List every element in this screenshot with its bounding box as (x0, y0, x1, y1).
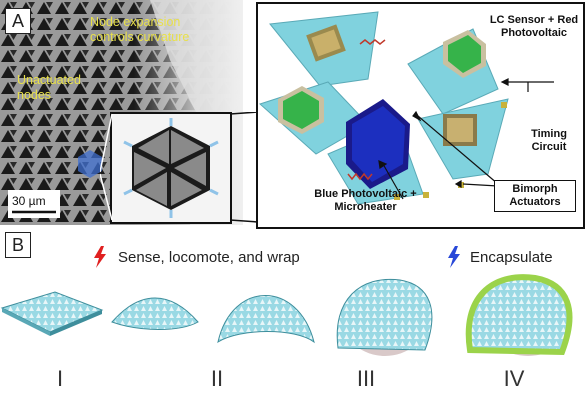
device-panel-left (259, 81, 369, 155)
callout-lc-sensor: LC Sensor + Red Photovoltaic (489, 14, 579, 39)
step-label-sense: Sense, locomote, and wrap (118, 249, 300, 266)
step-label-encapsulate: Encapsulate (470, 249, 553, 266)
stage-label-ii: II (210, 366, 224, 391)
stage-v-encapsulated (465, 274, 573, 356)
zoom-connector-lines (100, 112, 259, 223)
label-node-expansion: Node expansion controls curvature (90, 15, 190, 44)
callout-arrows (378, 78, 554, 200)
callout-timing-circuit: Timing Circuit (531, 128, 567, 153)
stage-ii-sheet (111, 297, 199, 330)
stage-iv-sphere (336, 278, 433, 356)
stage-label-iii: III (356, 366, 376, 391)
stage-i-sheet (0, 291, 104, 336)
device-panel-right (407, 28, 499, 115)
lightning-red-icon (94, 246, 106, 268)
stage-label-i: I (56, 366, 64, 391)
label-unactuated-nodes: Unactuated nodes (17, 73, 81, 102)
device-rendering (256, 2, 585, 229)
folding-sequence (0, 274, 573, 356)
callout-bimorph-actuators: Bimorph Actuators (494, 180, 576, 212)
panel-letter-b: B (5, 232, 31, 258)
device-panel-bottom-right (417, 98, 509, 180)
hexagon-inset (110, 112, 232, 224)
highlight-hexagon (78, 150, 102, 178)
callout-blue-photovoltaic: Blue Photovoltaic + Microheater (314, 188, 417, 213)
device-panel-top-left (269, 11, 386, 87)
lightning-blue-icon (448, 246, 460, 268)
device-panel-bottom-left (327, 99, 424, 205)
panel-letter-a: A (5, 8, 31, 34)
stage-label-iv: IV (503, 366, 525, 391)
scale-bar-label: 30 µm (12, 194, 46, 208)
scale-bar-box (8, 190, 60, 218)
stage-iii-sheet (217, 295, 315, 344)
